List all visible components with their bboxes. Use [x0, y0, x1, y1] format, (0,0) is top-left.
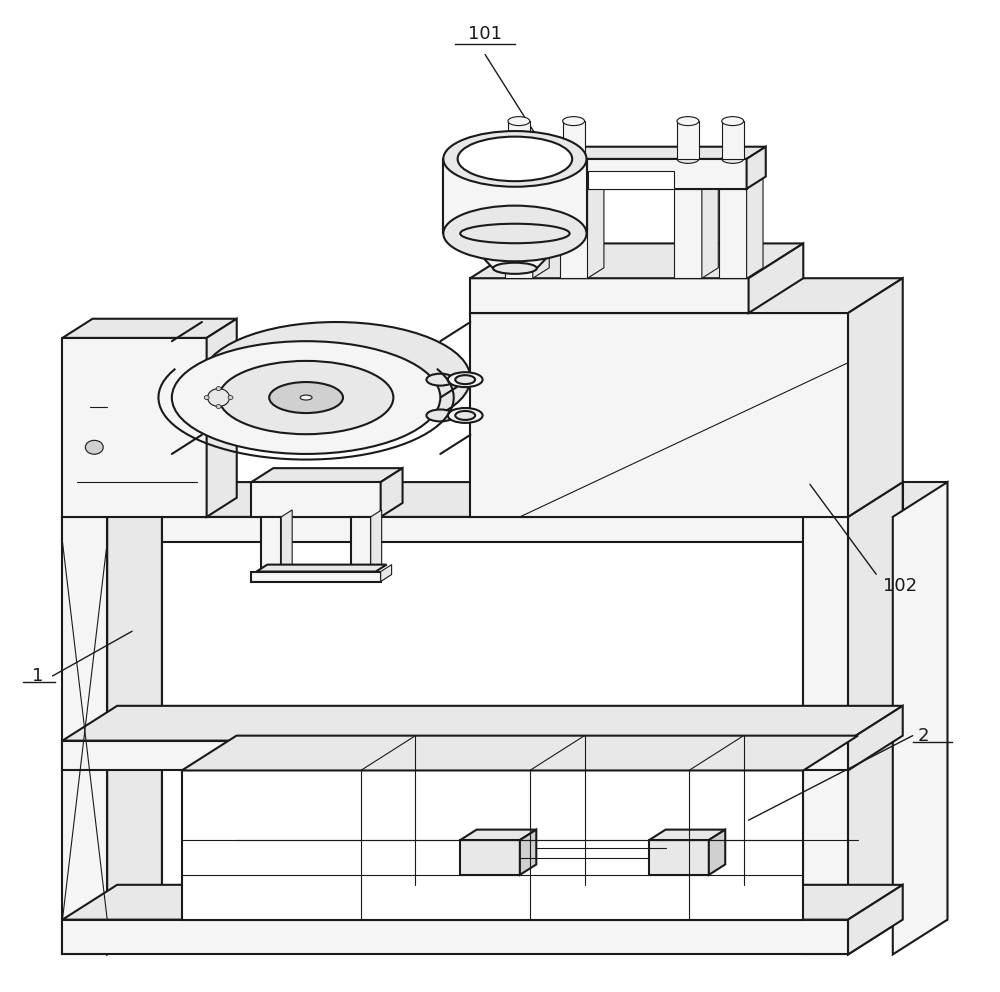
Polygon shape [709, 829, 725, 875]
Ellipse shape [455, 411, 475, 420]
Polygon shape [520, 829, 536, 875]
Ellipse shape [722, 155, 744, 164]
Polygon shape [674, 188, 702, 278]
Ellipse shape [508, 117, 530, 126]
Polygon shape [470, 278, 749, 313]
Ellipse shape [458, 137, 572, 182]
Ellipse shape [493, 263, 537, 274]
Polygon shape [560, 179, 604, 188]
Ellipse shape [448, 408, 483, 423]
Polygon shape [256, 564, 387, 571]
Polygon shape [848, 706, 903, 771]
Polygon shape [588, 171, 674, 188]
Polygon shape [207, 318, 237, 517]
Ellipse shape [202, 322, 470, 434]
Polygon shape [460, 840, 520, 875]
Polygon shape [251, 571, 381, 581]
Polygon shape [749, 243, 803, 313]
Polygon shape [893, 482, 947, 954]
Polygon shape [747, 179, 763, 278]
Polygon shape [722, 121, 744, 159]
Ellipse shape [677, 117, 699, 126]
Ellipse shape [216, 387, 221, 391]
Text: 101: 101 [468, 25, 502, 43]
Polygon shape [251, 468, 403, 482]
Polygon shape [62, 482, 903, 517]
Polygon shape [848, 482, 903, 954]
Polygon shape [460, 829, 536, 840]
Polygon shape [848, 278, 903, 517]
Polygon shape [677, 121, 699, 159]
Ellipse shape [216, 405, 221, 409]
Ellipse shape [448, 372, 483, 387]
Polygon shape [281, 510, 292, 571]
Polygon shape [505, 159, 747, 188]
Ellipse shape [460, 224, 570, 243]
Polygon shape [261, 517, 281, 571]
Polygon shape [62, 706, 903, 741]
Ellipse shape [563, 155, 585, 164]
Polygon shape [381, 468, 403, 517]
Polygon shape [351, 517, 371, 571]
Polygon shape [62, 517, 107, 954]
Polygon shape [470, 243, 803, 278]
Polygon shape [443, 159, 587, 233]
Ellipse shape [443, 205, 587, 261]
Ellipse shape [677, 155, 699, 164]
Ellipse shape [269, 382, 343, 413]
Ellipse shape [204, 396, 209, 400]
Ellipse shape [722, 117, 744, 126]
Ellipse shape [219, 361, 393, 434]
Ellipse shape [426, 410, 454, 422]
Polygon shape [62, 517, 848, 542]
Polygon shape [460, 233, 570, 268]
Polygon shape [719, 188, 747, 278]
Ellipse shape [300, 395, 312, 400]
Ellipse shape [172, 341, 440, 454]
Ellipse shape [443, 131, 587, 186]
Text: 1: 1 [32, 667, 43, 685]
Polygon shape [649, 840, 709, 875]
Polygon shape [62, 885, 903, 920]
Ellipse shape [228, 396, 233, 400]
Polygon shape [848, 482, 903, 542]
Polygon shape [848, 885, 903, 954]
Polygon shape [505, 179, 549, 188]
Ellipse shape [426, 374, 454, 386]
Ellipse shape [508, 155, 530, 164]
Polygon shape [62, 920, 848, 954]
Polygon shape [62, 338, 207, 517]
Ellipse shape [563, 117, 585, 126]
Polygon shape [505, 147, 766, 159]
Polygon shape [371, 510, 382, 571]
Polygon shape [182, 736, 858, 771]
Polygon shape [533, 179, 549, 278]
Polygon shape [588, 179, 604, 278]
Ellipse shape [455, 375, 475, 384]
Ellipse shape [208, 389, 230, 407]
Polygon shape [702, 179, 718, 278]
Polygon shape [470, 313, 848, 517]
Polygon shape [62, 741, 848, 771]
Polygon shape [381, 564, 392, 581]
Polygon shape [560, 188, 588, 278]
Polygon shape [803, 517, 848, 954]
Polygon shape [508, 121, 530, 159]
Polygon shape [505, 188, 533, 278]
Polygon shape [719, 179, 763, 188]
Polygon shape [470, 278, 903, 313]
Text: 102: 102 [883, 577, 917, 595]
Polygon shape [649, 829, 725, 840]
Polygon shape [107, 482, 162, 954]
Polygon shape [62, 318, 237, 338]
Polygon shape [563, 121, 585, 159]
Polygon shape [903, 482, 947, 920]
Polygon shape [182, 771, 803, 920]
Polygon shape [117, 482, 162, 920]
Polygon shape [747, 147, 766, 188]
Polygon shape [674, 179, 718, 188]
Ellipse shape [85, 440, 103, 454]
Text: 2: 2 [918, 727, 929, 745]
Polygon shape [251, 482, 381, 517]
